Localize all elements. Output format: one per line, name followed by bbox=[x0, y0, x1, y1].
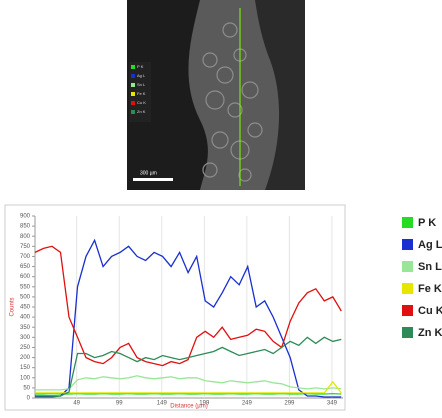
y-tick-label: 900 bbox=[20, 214, 31, 220]
y-tick-label: 250 bbox=[20, 345, 31, 351]
page: {"image": {"scale_bar": "300 µm"}, "char… bbox=[0, 0, 442, 413]
y-tick-label: 450 bbox=[20, 305, 31, 311]
y-tick-label: 300 bbox=[20, 335, 31, 341]
x-tick-label: 149 bbox=[157, 401, 168, 407]
image-legend-label: Sn L bbox=[137, 82, 146, 87]
image-legend-label: Fe K bbox=[137, 91, 146, 96]
legend-label: Fe K bbox=[418, 283, 442, 295]
image-legend-swatch bbox=[131, 74, 135, 78]
image-legend-swatch bbox=[131, 65, 135, 69]
y-tick-label: 650 bbox=[20, 264, 31, 270]
y-tick-label: 200 bbox=[20, 355, 31, 361]
image-legend-label: Cu K bbox=[137, 100, 146, 105]
scale-bar bbox=[133, 178, 173, 181]
legend-label: Sn L bbox=[418, 261, 442, 273]
y-tick-label: 850 bbox=[20, 224, 31, 230]
y-tick-label: 800 bbox=[20, 234, 31, 240]
x-tick-label: 249 bbox=[242, 401, 253, 407]
legend-label: Ag L bbox=[418, 239, 442, 251]
x-tick-label: 99 bbox=[116, 401, 123, 407]
image-legend-label: P K bbox=[137, 64, 144, 69]
chart-frame bbox=[5, 205, 345, 410]
y-tick-label: 750 bbox=[20, 244, 31, 250]
image-legend-swatch bbox=[131, 83, 135, 87]
x-tick-label: 199 bbox=[199, 401, 210, 407]
image-legend-swatch bbox=[131, 101, 135, 105]
legend-swatch bbox=[402, 305, 413, 316]
legend-swatch bbox=[402, 261, 413, 272]
y-tick-label: 350 bbox=[20, 325, 31, 331]
legend-swatch bbox=[402, 217, 413, 228]
scale-bar-label: 300 µm bbox=[140, 170, 157, 176]
image-legend-label: Ag L bbox=[137, 73, 146, 78]
image-legend-swatch bbox=[131, 110, 135, 114]
y-tick-label: 150 bbox=[20, 365, 31, 371]
legend-label: Zn K bbox=[418, 327, 442, 339]
y-tick-label: 400 bbox=[20, 315, 31, 321]
y-tick-label: 50 bbox=[23, 385, 30, 391]
legend-label: P K bbox=[418, 217, 436, 229]
legend-swatch bbox=[402, 239, 413, 250]
x-tick-label: 299 bbox=[284, 401, 295, 407]
figure: 300 µm Distance (µm) Counts 050100150200… bbox=[0, 0, 442, 413]
y-tick-label: 500 bbox=[20, 294, 31, 300]
x-tick-label: 349 bbox=[327, 401, 338, 407]
legend-label: Cu K bbox=[418, 305, 442, 317]
micrograph: 300 µm bbox=[127, 0, 305, 190]
y-tick-label: 700 bbox=[20, 254, 31, 260]
image-legend-label: Zn K bbox=[137, 109, 146, 114]
image-legend-swatch bbox=[131, 92, 135, 96]
legend-swatch bbox=[402, 327, 413, 338]
y-tick-label: 550 bbox=[20, 284, 31, 290]
y-tick-label: 100 bbox=[20, 375, 31, 381]
y-tick-label: 600 bbox=[20, 274, 31, 280]
y-axis-label: Counts bbox=[10, 297, 16, 316]
legend-swatch bbox=[402, 283, 413, 294]
x-tick-label: 49 bbox=[73, 401, 80, 407]
